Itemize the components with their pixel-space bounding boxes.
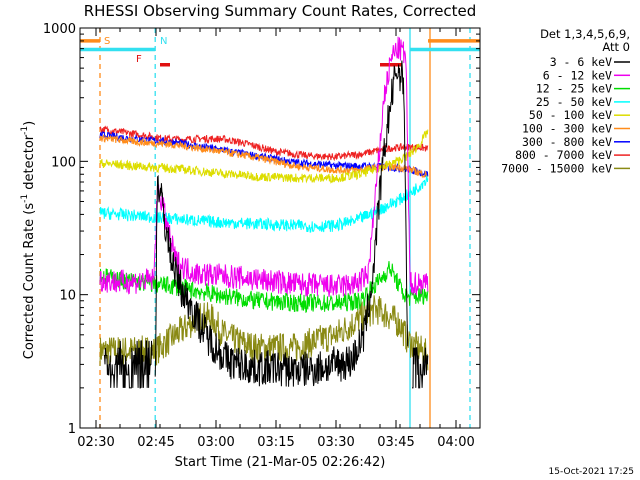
legend-header-line-2: Att 0 [602, 40, 630, 54]
y-axis-label: Corrected Count Rate (s-1 detector-1) [20, 121, 37, 359]
series-line-12-25-kev [99, 261, 429, 313]
y-axis: 1 10 100 1000 [43, 22, 480, 437]
x-tick-label: 02:45 [137, 435, 174, 450]
y-tick-label: 1 [68, 422, 76, 437]
legend-header-line-1: Det 1,3,4,5,6,9, [540, 27, 630, 41]
y-tick-label: 10 [59, 289, 76, 304]
x-tick-label: 03:30 [317, 435, 354, 450]
plot-area: S N F [80, 28, 480, 428]
series-line-25-50-kev [99, 175, 429, 233]
series-line-3-6-kev-post [412, 347, 429, 389]
legend-label-300-800-kev: 300 - 800 keV [522, 135, 612, 149]
x-tick-label: 03:45 [377, 435, 414, 450]
legend-label-100-300-kev: 100 - 300 keV [522, 122, 612, 136]
series-line-7000-15000-kev [99, 295, 429, 371]
flag-label-f: F [136, 54, 142, 65]
legend-label-3-6-kev: 3 - 6 keV [550, 55, 612, 69]
y-tick-label: 1000 [43, 22, 76, 37]
series-line-50-100-kev [99, 129, 429, 184]
series-line-3-6-kev-pre [104, 340, 153, 389]
footer-date: 15-Oct-2021 17:25 [549, 467, 634, 477]
flag-label-n: N [160, 36, 167, 47]
legend-label-50-100-kev: 50 - 100 keV [529, 108, 612, 122]
chart-title: RHESSI Observing Summary Count Rates, Co… [84, 2, 477, 20]
legend-label-12-25-kev: 12 - 25 keV [536, 82, 612, 96]
legend-label-6-12-kev: 6 - 12 keV [543, 68, 612, 82]
x-tick-label: 03:00 [197, 435, 234, 450]
legend-label-800-7000-kev: 800 - 7000 keV [515, 148, 612, 162]
x-tick-label: 02:30 [77, 435, 114, 450]
flag-label-s: S [104, 36, 110, 47]
x-axis-label: Start Time (21-Mar-05 02:26:42) [175, 455, 386, 470]
x-axis: 02:30 02:45 03:00 03:15 03:30 03:45 04:00 [77, 28, 481, 450]
legend-label-7000-15000-kev: 7000 - 15000 keV [501, 161, 612, 175]
x-tick-label: 04:00 [437, 435, 474, 450]
series-line-3-6-kev [154, 60, 409, 387]
legend-label-25-50-kev: 25 - 50 keV [536, 95, 612, 109]
series-line-6-12-kev [99, 36, 429, 297]
y-tick-label: 100 [51, 155, 76, 170]
x-tick-label: 03:15 [257, 435, 294, 450]
